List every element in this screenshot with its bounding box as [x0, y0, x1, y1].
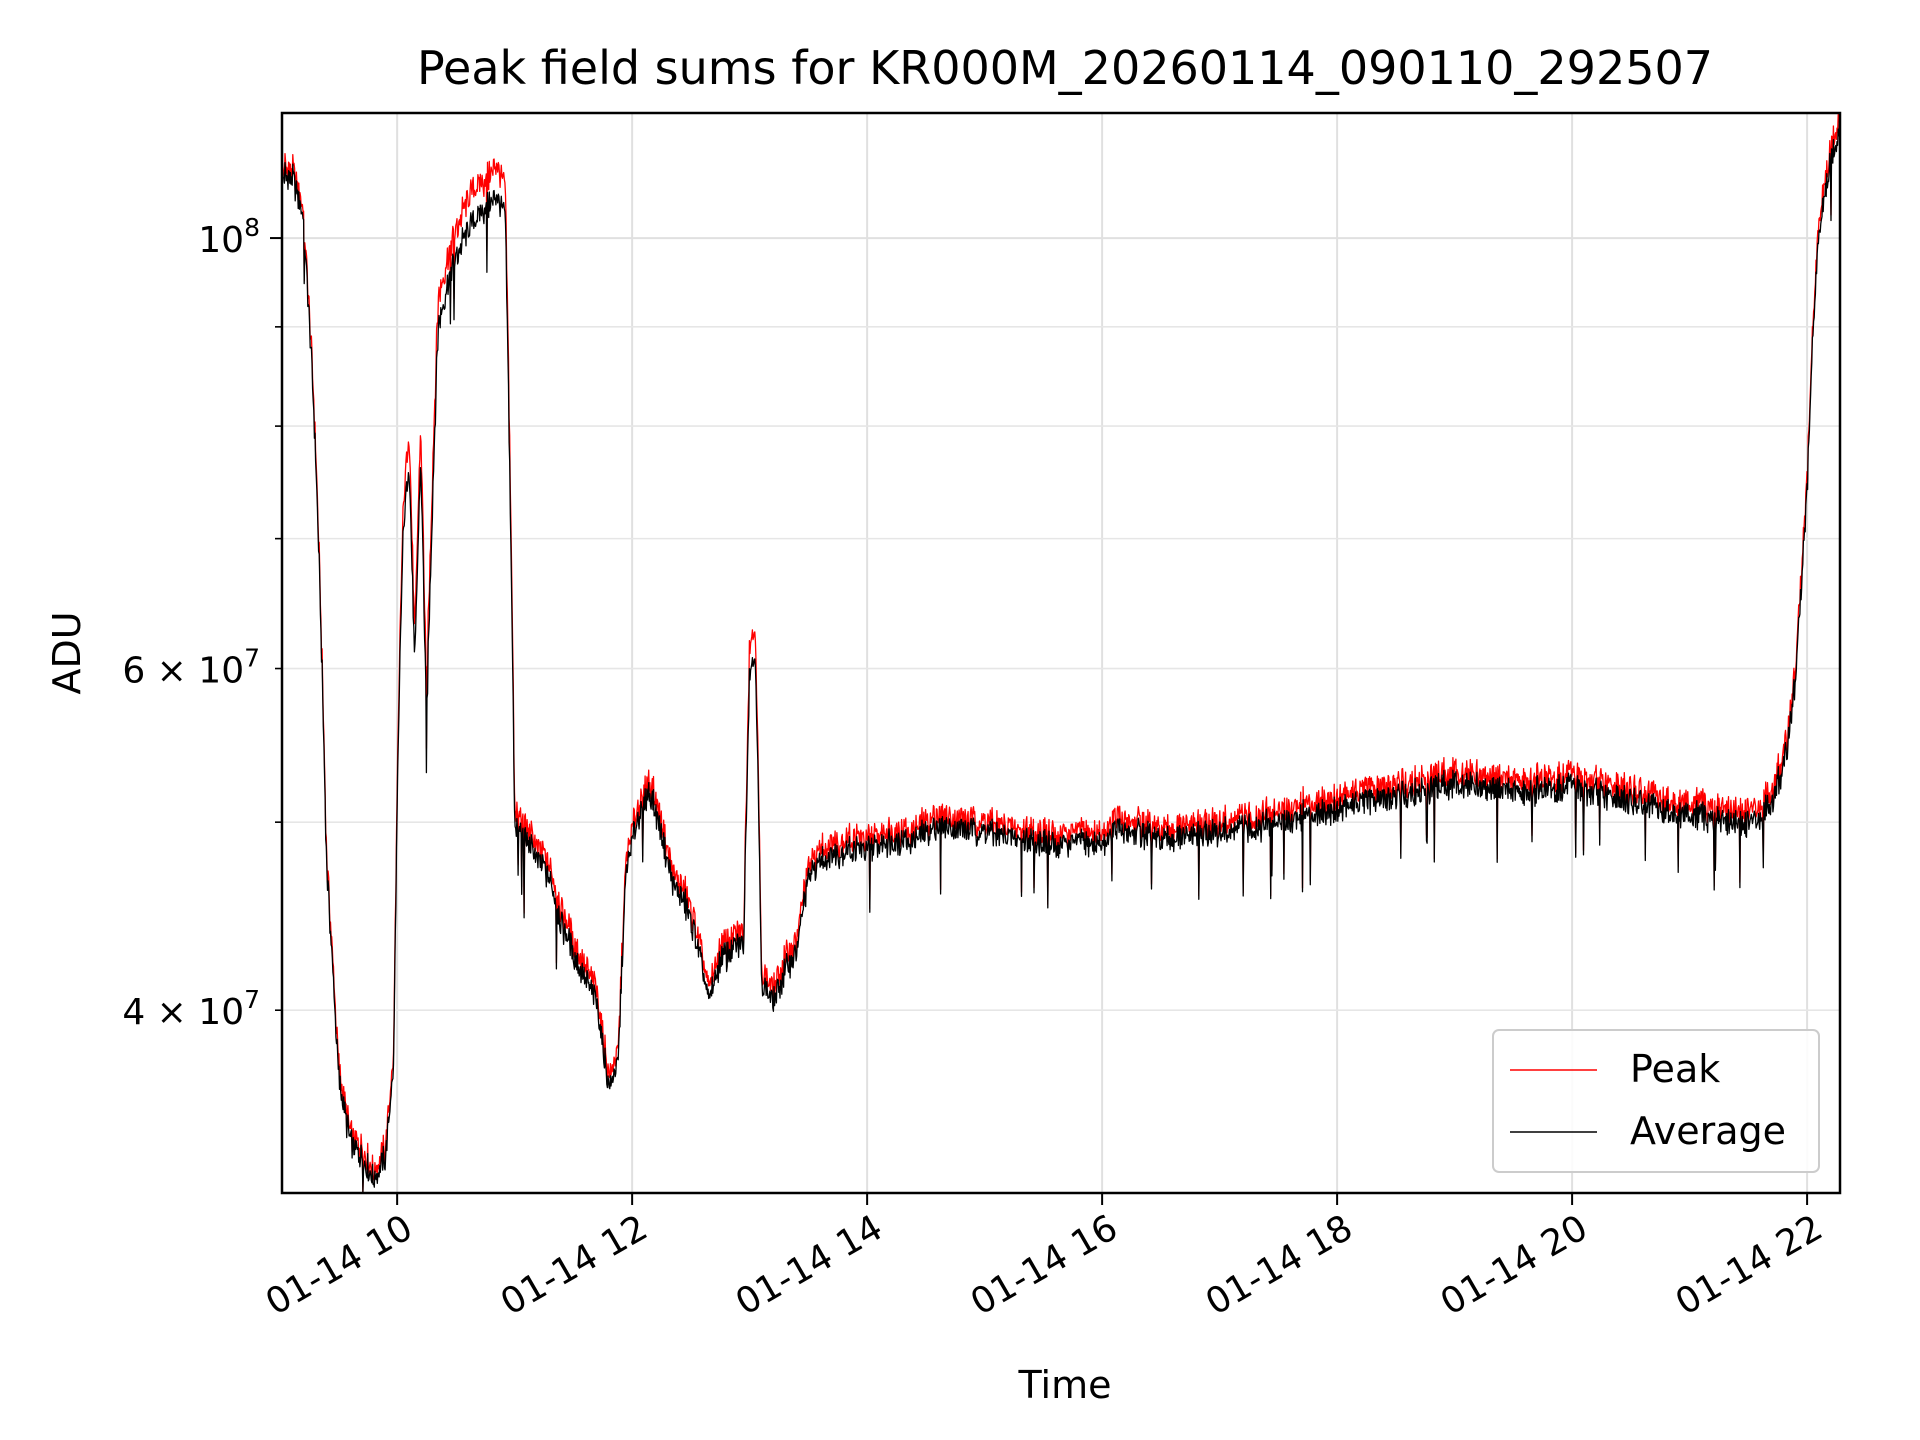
y-tick-label: 4 × 107	[122, 985, 260, 1033]
y-tick-label: 108	[198, 213, 260, 261]
plot-frame	[280, 111, 1842, 1195]
legend: Peak Average	[1492, 1029, 1820, 1173]
grid-layer	[282, 113, 1840, 1193]
legend-label-peak: Peak	[1630, 1047, 1720, 1091]
chart-title: Peak field sums for KR000M_20260114_0901…	[417, 41, 1713, 95]
series-line-average	[281, 115, 1841, 1194]
x-axis-label: Time	[1018, 1363, 1112, 1407]
legend-label-average: Average	[1630, 1109, 1786, 1153]
legend-box	[1492, 1029, 1820, 1173]
y-axis-label: ADU	[45, 611, 89, 694]
y-tick-label: 6 × 107	[122, 644, 260, 692]
series-layer	[281, 112, 1841, 1194]
